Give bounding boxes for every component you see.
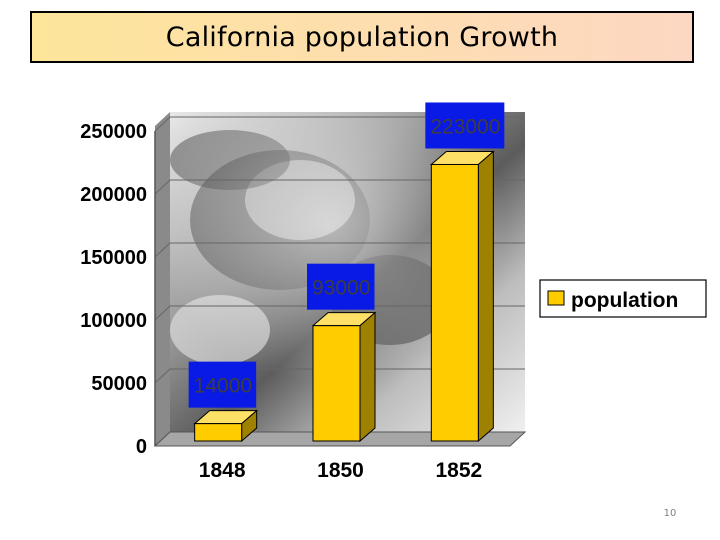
- gridline: [154, 368, 525, 384]
- bar-front: [312, 325, 361, 442]
- gridline: [154, 305, 525, 321]
- x-axis-ticks: 1848 1850 1852: [199, 459, 482, 482]
- slide-title: California population Growth: [165, 21, 559, 53]
- y-tick-label: 0: [136, 436, 147, 458]
- x-tick-label: 1852: [435, 459, 482, 482]
- data-label-box: [307, 263, 375, 310]
- data-labels: 14000 93000 223000: [188, 102, 505, 408]
- x-tick-label: 1848: [199, 459, 246, 482]
- y-axis: 0 50000 100000 150000 200000 250000: [80, 121, 156, 458]
- bar-front: [194, 423, 243, 442]
- page-number: 10: [663, 508, 677, 519]
- data-label: 93000: [312, 277, 370, 300]
- legend-box: [539, 279, 707, 318]
- gridline: [154, 116, 525, 132]
- y-tick-label: 250000: [80, 121, 147, 143]
- data-label: 14000: [194, 375, 252, 398]
- gridline: [154, 179, 525, 195]
- y-tick-label: 150000: [80, 247, 147, 269]
- bars: [193, 150, 495, 443]
- legend: population: [539, 279, 707, 318]
- legend-swatch: [547, 290, 565, 306]
- bar: [429, 150, 495, 443]
- bar-side: [359, 311, 376, 443]
- x-tick-label: 1850: [317, 459, 364, 482]
- title-box: California population Growth: [30, 11, 694, 63]
- gridline: [154, 242, 525, 258]
- y-tick-label: 50000: [91, 373, 147, 395]
- data-label-box: [425, 102, 505, 149]
- bar-side: [477, 150, 494, 443]
- legend-label: population: [571, 289, 678, 312]
- data-label: 223000: [430, 115, 500, 138]
- bar: [311, 311, 377, 443]
- y-tick-label: 200000: [80, 184, 147, 206]
- bar-front: [430, 163, 479, 442]
- bar: [193, 409, 259, 443]
- y-tick-label: 100000: [80, 310, 147, 332]
- data-label-box: [188, 361, 257, 408]
